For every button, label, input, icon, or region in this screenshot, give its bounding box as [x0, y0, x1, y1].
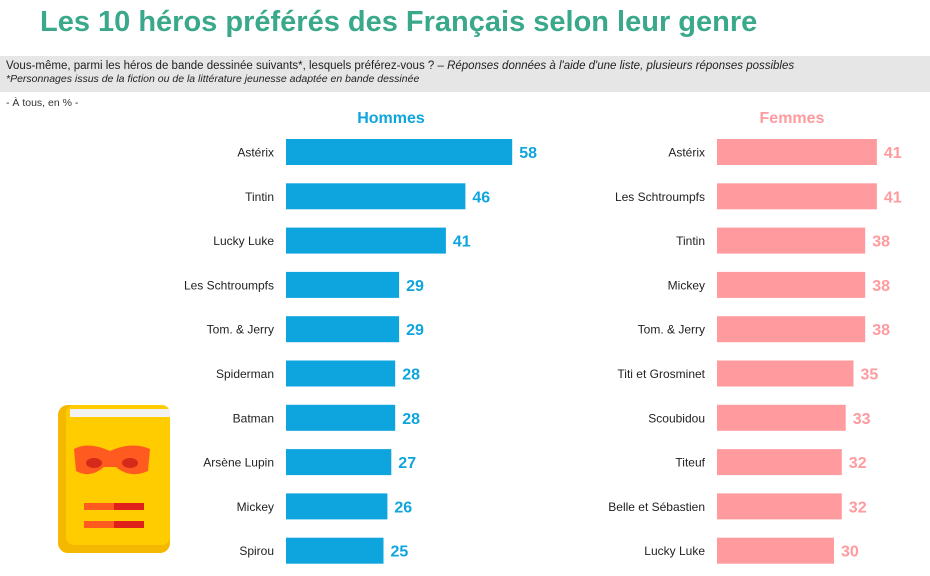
bar [286, 537, 384, 564]
bar [717, 449, 842, 476]
data-label: 38 [872, 234, 890, 251]
category-label: Titi et Grosminet [617, 367, 705, 381]
data-label: 32 [849, 499, 867, 516]
bar [717, 271, 866, 298]
data-label: 32 [849, 455, 867, 472]
bar [717, 183, 877, 210]
data-label: 38 [872, 278, 890, 295]
category-label: Belle et Sébastien [608, 500, 705, 514]
question-footnote: *Personnages issus de la fiction ou de l… [6, 73, 420, 85]
question-main: Vous-même, parmi les héros de bande dess… [6, 60, 448, 72]
category-label: Scoubidou [648, 411, 705, 425]
bar [286, 183, 466, 210]
category-label: Tintin [676, 234, 705, 248]
base-note: - À tous, en % - [6, 97, 79, 109]
data-label: 29 [406, 278, 424, 295]
bar [717, 139, 877, 165]
data-label: 28 [402, 411, 420, 428]
category-label: Lucky Luke [213, 234, 274, 248]
category-label: Tom. & Jerry [207, 323, 274, 337]
category-label: Astérix [668, 146, 705, 160]
data-label: 41 [884, 189, 902, 206]
question-instruction: Réponses données à l'aide d'une liste, p… [447, 60, 795, 72]
data-label: 41 [884, 145, 902, 162]
bar [286, 404, 396, 431]
category-label: Spiderman [216, 367, 274, 381]
category-label: Mickey [668, 278, 705, 292]
category-label: Batman [233, 411, 274, 425]
data-label: 33 [853, 411, 871, 428]
chart-title-hommes: Hommes [357, 110, 425, 127]
category-label: Arsène Lupin [203, 456, 274, 470]
bar [717, 227, 866, 254]
category-label: Tintin [245, 190, 274, 204]
bar [717, 360, 854, 387]
bar [286, 449, 392, 476]
bar [286, 360, 396, 387]
bar [286, 139, 513, 165]
data-label: 41 [453, 234, 471, 251]
bar [717, 537, 834, 564]
data-label: 58 [519, 145, 537, 162]
data-label: 46 [472, 189, 490, 206]
category-label: Tom. & Jerry [638, 323, 705, 337]
category-label: Mickey [237, 500, 274, 514]
data-label: 28 [402, 367, 420, 384]
data-label: 25 [391, 544, 409, 561]
category-label: Astérix [237, 146, 274, 160]
question-text: Vous-même, parmi les héros de bande dess… [6, 60, 924, 72]
page-title: Les 10 héros préférés des Français selon… [40, 6, 758, 38]
category-label: Lucky Luke [644, 544, 705, 558]
category-label: Titeuf [675, 456, 705, 470]
data-label: 38 [872, 322, 890, 339]
comic-book-mask-icon [58, 405, 170, 553]
category-label: Les Schtroumpfs [184, 278, 274, 292]
bar [286, 316, 400, 343]
category-label: Les Schtroumpfs [615, 190, 705, 204]
bar [717, 493, 842, 520]
data-label: 29 [406, 322, 424, 339]
chart-title-femmes: Femmes [760, 110, 825, 127]
question-box: Vous-même, parmi les héros de bande dess… [0, 56, 930, 92]
bar [717, 404, 846, 431]
data-label: 35 [861, 367, 879, 384]
bar [286, 493, 388, 520]
bar [286, 271, 400, 298]
data-label: 30 [841, 544, 859, 561]
data-label: 26 [394, 499, 412, 516]
data-label: 27 [398, 455, 416, 472]
bar [717, 316, 866, 343]
category-label: Spirou [239, 544, 274, 558]
bar [286, 227, 446, 254]
